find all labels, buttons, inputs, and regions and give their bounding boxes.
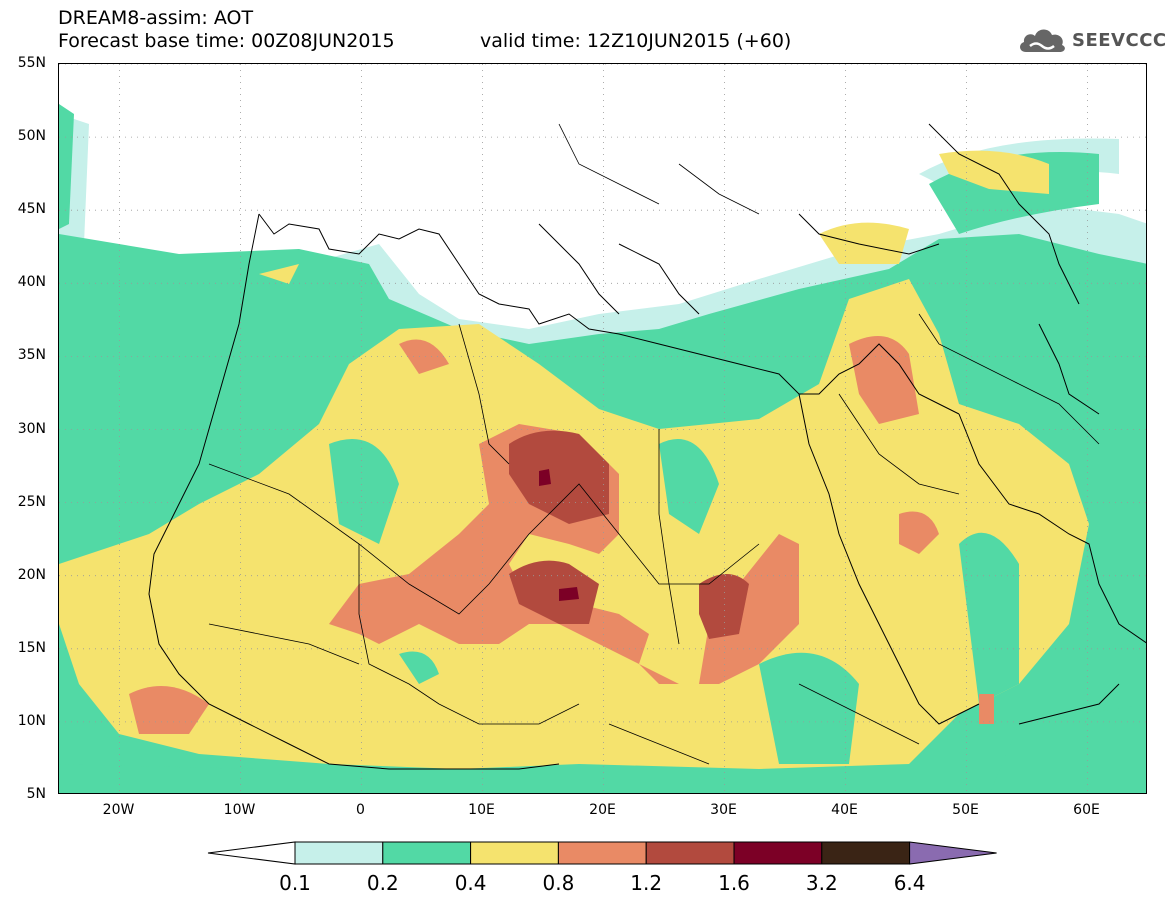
cloud-icon — [1020, 29, 1065, 52]
lat-tick-label: 20N — [17, 566, 46, 583]
lon-tick-label: 40E — [831, 802, 858, 818]
colorbar-min-triangle — [207, 841, 296, 865]
colorbar-segment — [294, 841, 384, 865]
map-title: DREAM8-assim: AOT — [58, 7, 254, 29]
lon-tick-label: 60E — [1073, 802, 1100, 818]
colorbar-segment — [645, 841, 735, 865]
lat-tick-label: 55N — [17, 55, 46, 71]
colorbar-max-triangle — [909, 841, 997, 865]
colorbar-level-label: 0.1 — [279, 871, 311, 895]
seevccc-logo: SEEVCCC — [1016, 22, 1165, 58]
colorbar-segment — [470, 841, 559, 865]
colorbar-level-label: 0.4 — [454, 871, 487, 895]
valid-time: valid time: 12Z10JUN2015 (+60) — [480, 30, 792, 52]
lat-tick-label: 5N — [26, 786, 46, 802]
logo-text: SEEVCCC — [1072, 29, 1165, 51]
lat-tick-label: 45N — [17, 201, 46, 218]
colorbar-level-label: 1.2 — [630, 871, 663, 895]
lat-tick-label: 25N — [17, 493, 46, 510]
lat-tick-label: 15N — [17, 639, 46, 656]
coastlines — [148, 123, 1146, 770]
colorbar-segment — [557, 841, 647, 865]
lon-tick-label: 30E — [710, 802, 737, 818]
lat-tick-label: 30N — [17, 420, 46, 437]
colorbar-segment — [382, 841, 472, 865]
lon-tick-label: 0 — [356, 802, 365, 818]
country-borders — [208, 123, 1100, 765]
colorbar — [207, 841, 997, 865]
colorbar-segment — [821, 841, 911, 865]
aot-level-0.2-patches — [59, 439, 1146, 793]
colorbar-level-label: 0.2 — [366, 871, 399, 895]
colorbar-level-label: 3.2 — [805, 871, 838, 895]
lon-tick-label: 50E — [952, 802, 979, 818]
colorbar-segment — [733, 841, 823, 865]
forecast-base-time: Forecast base time: 00Z08JUN2015 — [58, 30, 395, 52]
lon-tick-label: 20E — [589, 802, 616, 818]
lat-tick-label: 35N — [17, 347, 46, 364]
aot-level-1.6 — [539, 469, 579, 601]
aot-level-1.2 — [509, 430, 749, 639]
lon-tick-label: 10W — [223, 802, 256, 818]
lon-tick-label: 10E — [468, 802, 495, 818]
colorbar-level-label: 0.8 — [542, 871, 575, 895]
lat-tick-label: 10N — [17, 712, 46, 729]
aot-level-0.8 — [129, 336, 994, 734]
aot-map — [58, 63, 1147, 794]
lat-tick-label: 40N — [17, 274, 46, 291]
lat-tick-label: 50N — [17, 128, 46, 145]
colorbar-level-label: 1.6 — [718, 871, 750, 895]
lon-tick-label: 20W — [102, 802, 135, 818]
colorbar-level-label: 6.4 — [893, 871, 926, 895]
